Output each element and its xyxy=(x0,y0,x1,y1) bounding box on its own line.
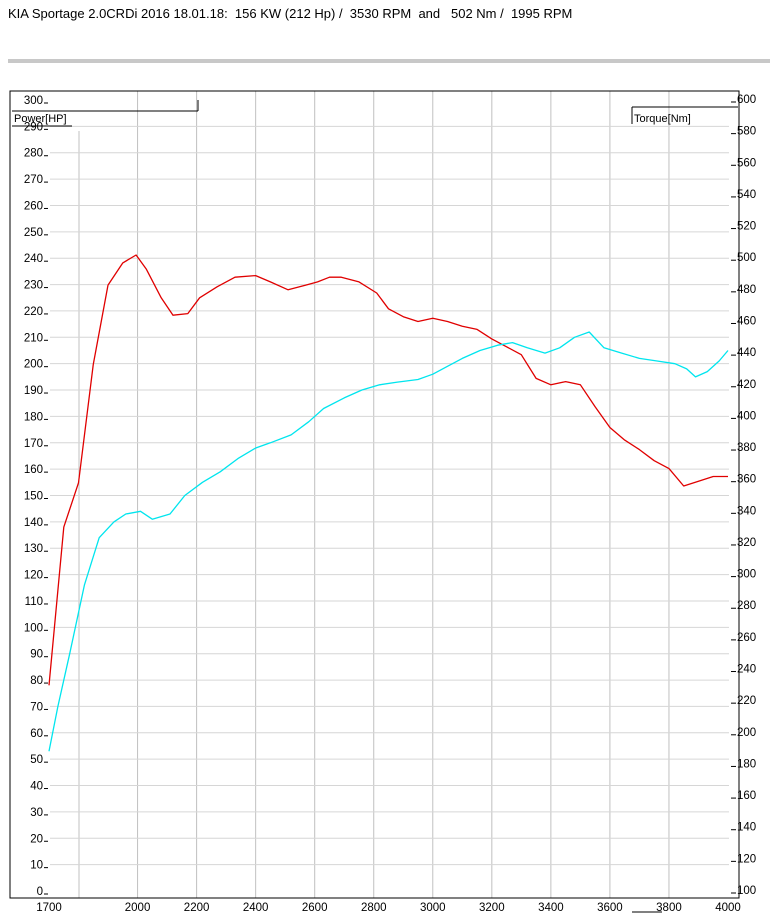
right-tick-label: 600 xyxy=(737,94,756,106)
right-tick-label: 360 xyxy=(737,474,756,486)
x-tick-label: 3400 xyxy=(538,902,564,914)
right-tick-label: 380 xyxy=(737,442,756,454)
right-tick-label: 120 xyxy=(737,853,756,865)
left-tick-label: 40 xyxy=(30,781,43,793)
right-tick-label: 400 xyxy=(737,410,756,422)
x-tick-label: 4000 xyxy=(715,902,741,914)
power-series-line xyxy=(48,331,729,752)
left-tick-label: 270 xyxy=(24,174,43,186)
horizontal-gridlines xyxy=(50,125,729,866)
axis-label-boxes xyxy=(12,100,738,127)
right-tick-label: 500 xyxy=(737,252,756,264)
left-tick-label: 100 xyxy=(24,622,43,634)
right-tick-label: 320 xyxy=(737,537,756,549)
vertical-gridlines xyxy=(78,91,670,898)
left-tick-label: 0 xyxy=(37,886,43,898)
left-tick-label: 80 xyxy=(30,675,43,687)
right-tick-label: 260 xyxy=(737,632,756,644)
right-tick-label: 420 xyxy=(737,379,756,391)
left-tick-label: 20 xyxy=(30,833,43,845)
right-tick-label: 460 xyxy=(737,315,756,327)
left-axis-ticks: 0 10 20 30 40 50 60 70 80 90 100 110 120 130 140 150 160… xyxy=(24,95,48,898)
x-tick-label: 3200 xyxy=(479,902,505,914)
plot-frame xyxy=(9,90,740,899)
left-tick-label: 170 xyxy=(24,438,43,450)
x-tick-label: 3600 xyxy=(597,902,623,914)
right-tick-label: 180 xyxy=(737,758,756,770)
x-tick-label: 2200 xyxy=(184,902,210,914)
left-tick-label: 160 xyxy=(24,464,43,476)
left-tick-label: 210 xyxy=(24,332,43,344)
left-tick-label: 240 xyxy=(24,253,43,265)
x-tick-label: 2800 xyxy=(361,902,387,914)
torque-series-line xyxy=(48,254,728,686)
left-tick-label: 30 xyxy=(30,807,43,819)
right-tick-label: 520 xyxy=(737,221,756,233)
right-tick-label: 440 xyxy=(737,347,756,359)
x-tick-label: 3800 xyxy=(656,902,682,914)
header-separator xyxy=(8,59,770,63)
left-tick-label: 140 xyxy=(24,517,43,529)
right-tick-label: 100 xyxy=(737,885,756,897)
right-axis-label: Torque[Nm] xyxy=(634,113,691,125)
right-tick-label: 280 xyxy=(737,600,756,612)
right-tick-label: 240 xyxy=(737,664,756,676)
right-tick-label: 560 xyxy=(737,157,756,169)
left-tick-label: 200 xyxy=(24,359,43,371)
right-tick-label: 580 xyxy=(737,126,756,138)
x-tick-label: 2600 xyxy=(302,902,328,914)
left-tick-label: 280 xyxy=(24,148,43,160)
right-tick-label: 300 xyxy=(737,569,756,581)
left-tick-label: 250 xyxy=(24,227,43,239)
right-tick-label: 200 xyxy=(737,727,756,739)
right-tick-label: 340 xyxy=(737,505,756,517)
left-tick-label: 150 xyxy=(24,491,43,503)
left-tick-label: 110 xyxy=(25,596,43,608)
series-lines xyxy=(48,254,729,752)
right-tick-label: 220 xyxy=(737,695,756,707)
right-tick-label: 480 xyxy=(737,284,756,296)
left-tick-label: 180 xyxy=(24,411,43,423)
left-tick-label: 260 xyxy=(24,200,43,212)
x-tick-label: 2000 xyxy=(125,902,151,914)
x-tick-label: 1700 xyxy=(36,902,62,914)
right-tick-label: 540 xyxy=(737,189,756,201)
left-tick-label: 130 xyxy=(24,543,43,555)
right-tick-label: 140 xyxy=(737,822,756,834)
left-tick-label: 70 xyxy=(30,701,43,713)
left-tick-label: 90 xyxy=(30,649,43,661)
left-tick-label: 300 xyxy=(24,95,43,107)
left-tick-label: 220 xyxy=(24,306,43,318)
x-tick-label: 2400 xyxy=(243,902,269,914)
chart-title: KIA Sportage 2.0CRDi 2016 18.01.18: 156 … xyxy=(8,6,573,21)
left-tick-label: 290 xyxy=(24,121,43,133)
left-axis-label: Power[HP] xyxy=(14,113,67,125)
right-tick-label: 160 xyxy=(737,790,756,802)
left-tick-label: 190 xyxy=(24,385,43,397)
left-tick-label: 230 xyxy=(24,280,43,292)
x-axis-ticks: 1700 2000 2200 2400 2600 2800 3000 3200 3400 3600… xyxy=(36,902,741,914)
left-tick-label: 120 xyxy=(24,570,43,582)
left-tick-label: 60 xyxy=(30,728,43,740)
right-axis-ticks: 100 120 140 160 180 200 220 240 260 280 300 320 340 3… xyxy=(731,94,756,897)
left-tick-label: 10 xyxy=(30,860,43,872)
left-tick-label: 50 xyxy=(30,754,43,766)
x-tick-label: 3000 xyxy=(420,902,446,914)
